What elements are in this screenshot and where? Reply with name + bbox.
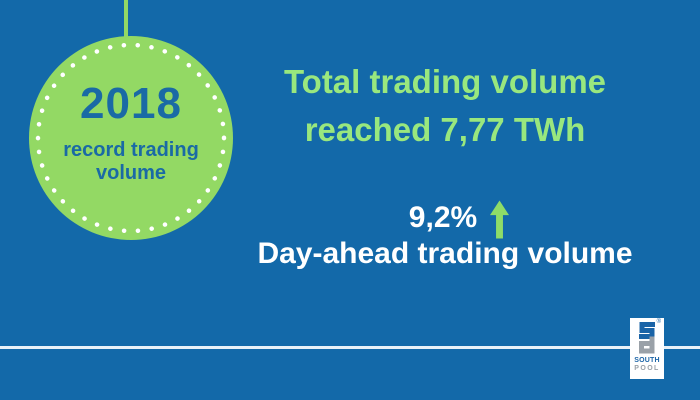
badge-label-line2: volume bbox=[95, 162, 167, 184]
badge-circle bbox=[29, 36, 233, 240]
divider-line bbox=[0, 346, 700, 349]
badge-label-line1: record trading bbox=[63, 139, 199, 161]
logo-name-pool: POOL bbox=[634, 365, 660, 372]
headline-line2: reached 7,77 TWh bbox=[304, 111, 586, 148]
stat-label: Day-ahead trading volume bbox=[257, 237, 633, 270]
up-arrow-icon bbox=[490, 200, 510, 239]
south-pool-logo: ® SOUTH POOL bbox=[630, 318, 664, 379]
registered-mark: ® bbox=[656, 319, 661, 325]
year-badge: 2018 record trading volume bbox=[29, 36, 233, 240]
badge-year: 2018 bbox=[80, 79, 182, 128]
headline: Total trading volume reached 7,77 TWh bbox=[250, 58, 640, 154]
hanger-string bbox=[124, 0, 128, 42]
stat-value: 9,2% bbox=[408, 201, 478, 234]
headline-line1: Total trading volume bbox=[283, 63, 607, 100]
stat-row: 9,2% bbox=[264, 198, 654, 240]
logo-monogram-icon bbox=[639, 322, 655, 354]
logo-name-south: SOUTH bbox=[634, 357, 660, 364]
badge-dotted-border bbox=[35, 42, 227, 234]
badge-label: record trading volume bbox=[29, 139, 233, 185]
